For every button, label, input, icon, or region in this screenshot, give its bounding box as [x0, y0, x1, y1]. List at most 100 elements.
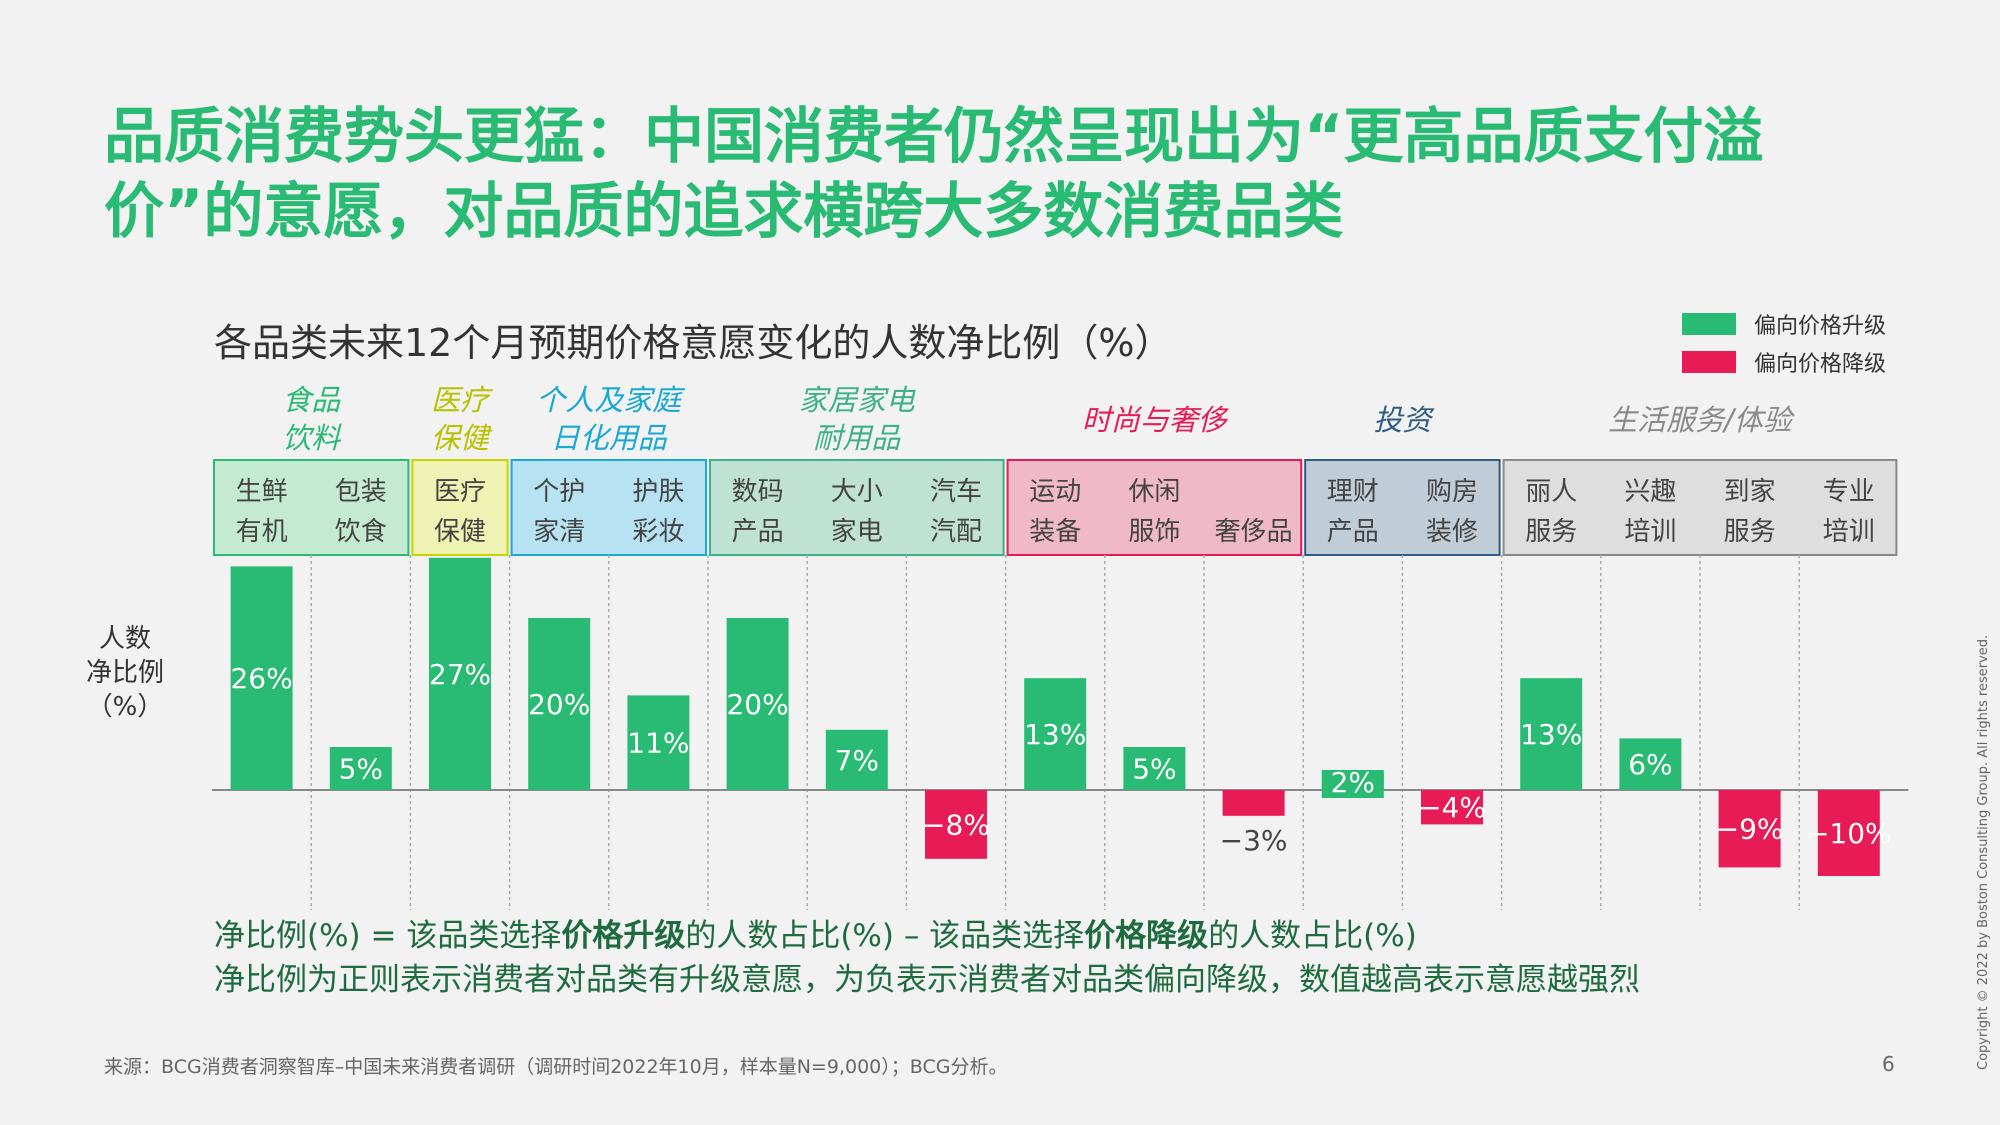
data-label: 26%	[230, 662, 292, 695]
legend-item-upgrade: 偏向价格升级	[1682, 305, 1886, 343]
category-group-box	[709, 459, 1005, 556]
formula-note: 净比例(%) = 该品类选择价格升级的人数占比(%) – 该品类选择价格降级的人…	[214, 914, 1640, 1002]
data-bar	[230, 566, 293, 790]
category-label: 购房	[1426, 477, 1478, 507]
category-label: 休闲	[1128, 477, 1180, 507]
data-bar	[627, 695, 690, 790]
category-label: 护肤	[632, 477, 684, 507]
category-label: 生鲜	[236, 477, 288, 507]
data-bar	[1024, 678, 1087, 790]
category-label: 装修	[1426, 517, 1478, 547]
category-label: 丽人	[1525, 477, 1577, 507]
source-note: 来源：BCG消费者洞察智库–中国未来消费者调研（调研时间2022年10月，样本量…	[104, 1056, 1008, 1078]
data-label: 5%	[1132, 753, 1176, 786]
data-label: 13%	[1520, 718, 1582, 751]
slide-title: 品质消费势头更猛：中国消费者仍然呈现出为“更高品质支付溢价”的意愿，对品质的追求…	[104, 102, 1764, 247]
data-label: −4%	[1418, 791, 1486, 824]
category-label: 服务	[1525, 517, 1577, 547]
y-axis-label-line: 净比例	[85, 658, 164, 688]
data-bar	[1222, 790, 1285, 816]
category-label: 奢侈品	[1215, 517, 1293, 547]
data-label: 2%	[1331, 766, 1375, 799]
chart-title: 各品类未来12个月预期价格意愿变化的人数净比例（%）	[214, 321, 1173, 365]
data-label: 20%	[528, 688, 590, 721]
data-bar	[825, 729, 888, 790]
category-label: 医疗	[434, 477, 486, 507]
category-group-box	[1006, 459, 1303, 556]
category-group-box	[1304, 459, 1501, 556]
category-label: 包装	[335, 477, 387, 507]
data-label: 5%	[339, 753, 383, 786]
data-bar	[429, 557, 491, 790]
data-label: 6%	[1628, 748, 1672, 781]
data-bar	[528, 618, 591, 790]
category-label: 数码	[732, 477, 784, 507]
data-label: 27%	[429, 658, 491, 691]
category-group-header: 耐用品	[813, 421, 901, 455]
category-label: 兴趣	[1624, 477, 1676, 507]
category-group-header: 投资	[1373, 403, 1435, 437]
data-bar	[1718, 790, 1781, 868]
legend-item-downgrade: 偏向价格降级	[1682, 343, 1886, 381]
data-label: 7%	[835, 744, 879, 777]
category-group-header: 生活服务/体验	[1608, 403, 1796, 437]
y-axis-label: 人数 净比例 （%）	[70, 622, 180, 724]
data-bar	[726, 618, 789, 790]
category-label: 专业	[1823, 477, 1875, 507]
category-group-box	[411, 459, 509, 556]
legend-swatch-upgrade	[1682, 313, 1736, 335]
category-group-header: 医疗	[431, 383, 493, 417]
data-bar	[1123, 747, 1186, 790]
category-label: 培训	[1823, 517, 1875, 547]
category-label: 汽配	[930, 517, 982, 547]
category-label: 饮食	[335, 517, 387, 547]
formula-line-2: 净比例为正则表示消费者对品类有升级意愿，为负表示消费者对品类偏向降级，数值越高表…	[214, 962, 1640, 998]
data-label: −3%	[1220, 824, 1288, 857]
data-label: 11%	[627, 727, 689, 760]
category-label: 服饰	[1128, 517, 1180, 547]
category-label: 家电	[831, 517, 883, 547]
category-label: 汽车	[930, 477, 982, 507]
category-label: 大小	[831, 477, 883, 507]
data-label: 13%	[1024, 718, 1086, 751]
category-label: 彩妆	[632, 517, 684, 547]
category-group-header: 食品	[282, 383, 341, 417]
category-group-header: 饮料	[282, 421, 342, 455]
data-bar	[1817, 790, 1880, 876]
category-group-header: 家居家电	[799, 383, 917, 417]
category-label: 装备	[1029, 517, 1081, 547]
page-number: 6	[1882, 1052, 1895, 1076]
legend-label-downgrade: 偏向价格降级	[1754, 352, 1887, 377]
data-label: −9%	[1716, 813, 1784, 846]
data-bar	[1619, 738, 1682, 790]
category-label: 保健	[434, 517, 486, 547]
data-label: 20%	[726, 688, 788, 721]
category-label: 理财	[1327, 477, 1379, 507]
category-label: 服务	[1724, 517, 1776, 547]
data-bar	[1520, 678, 1583, 790]
category-label: 有机	[236, 517, 288, 547]
category-group-header: 时尚与奢侈	[1082, 403, 1229, 437]
category-group-box	[1502, 459, 1898, 556]
copyright-notice: Copyright © 2022 by Boston Consulting Gr…	[1976, 634, 1991, 1070]
category-label: 培训	[1624, 517, 1676, 547]
legend-swatch-downgrade	[1682, 351, 1736, 373]
category-label: 个护	[533, 477, 585, 507]
category-label: 运动	[1029, 477, 1081, 507]
data-bar	[329, 747, 392, 790]
category-group-header: 日化用品	[551, 421, 668, 455]
category-label: 家清	[533, 517, 585, 547]
y-axis-label-line: （%）	[86, 692, 164, 722]
category-label: 产品	[1327, 517, 1379, 547]
category-group-box	[213, 459, 410, 556]
data-bar	[925, 790, 987, 859]
category-label: 到家	[1724, 477, 1776, 507]
y-axis-label-line: 人数	[98, 624, 151, 654]
legend-label-upgrade: 偏向价格升级	[1754, 314, 1887, 339]
data-label: −10%	[1806, 817, 1892, 850]
category-label: 产品	[732, 517, 784, 547]
category-group-header: 保健	[431, 421, 493, 455]
data-label-background	[1321, 770, 1384, 798]
